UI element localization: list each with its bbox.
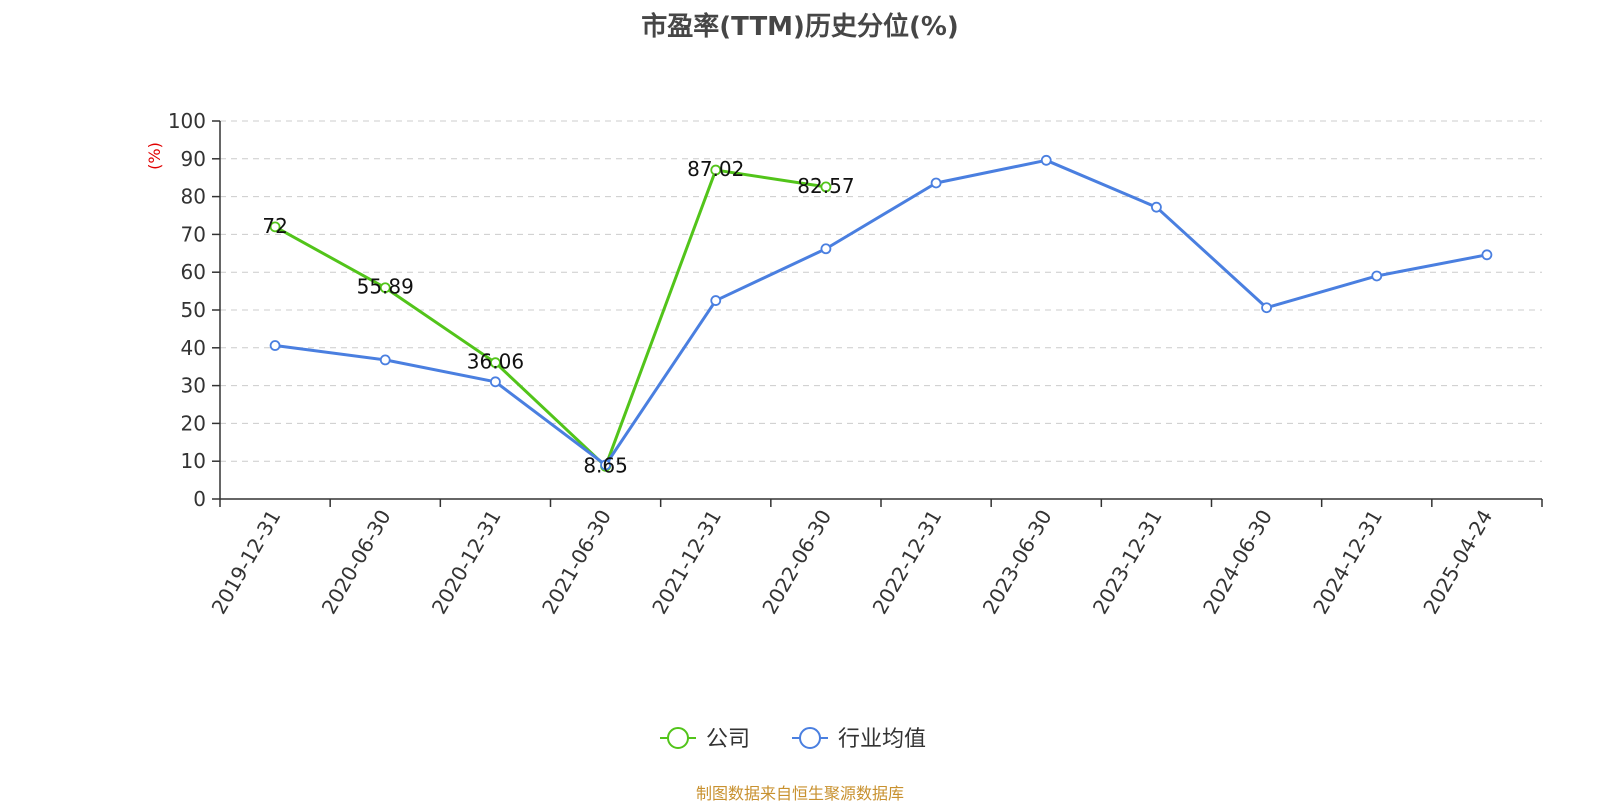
y-tick-label: 70 (181, 222, 206, 246)
data-source-note: 制图数据来自恒生聚源数据库 (695, 784, 904, 803)
y-tick-label: 0 (193, 487, 206, 511)
data-point (269, 221, 281, 233)
data-point (379, 282, 391, 294)
legend-swatch-marker (799, 727, 821, 749)
legend-label: 公司 (706, 727, 750, 752)
y-tick-label: 40 (181, 336, 206, 360)
data-point (269, 340, 281, 351)
data-point (710, 164, 722, 176)
x-tick-label: 2025-04-24 (1418, 506, 1497, 619)
data-point (820, 181, 832, 193)
data-point (820, 243, 832, 255)
x-tick-label: 2024-06-30 (1198, 506, 1277, 619)
y-tick-label: 100 (168, 109, 206, 133)
y-tick-label: 90 (181, 147, 206, 171)
axes: 0 10 20 30 40 50 60 70 80 90 100 2019-12-31 2020-06-… (168, 109, 1543, 619)
x-tick-label: 2021-12-31 (647, 506, 726, 619)
data-label: 82.57 (797, 174, 854, 198)
legend: 公司 行业均值 (660, 727, 926, 752)
y-axis-unit-label: (%) (145, 142, 164, 170)
series-line-1 (274, 158, 1488, 467)
data-point (1481, 249, 1493, 261)
grid-lines (220, 120, 1542, 462)
data-label: 72 (262, 214, 287, 238)
y-tick-label: 50 (181, 298, 206, 322)
data-point (1261, 302, 1272, 314)
y-tick-label: 10 (181, 449, 206, 473)
x-tick-label: 2022-06-30 (757, 506, 836, 619)
data-label: 87.02 (687, 157, 744, 181)
x-tick-label: 2023-06-30 (978, 506, 1057, 619)
series-line-0 (274, 168, 827, 468)
data-labels: 72 55.89 36.06 8.65 87.02 82.57 (262, 157, 854, 477)
x-tick-label: 2020-12-31 (427, 506, 506, 619)
data-point (930, 177, 942, 189)
y-tick-label: 60 (181, 260, 206, 284)
data-point (600, 459, 611, 471)
series-lines (269, 154, 1493, 472)
y-tick-label: 20 (181, 411, 206, 435)
data-point (490, 376, 501, 388)
legend-label: 行业均值 (838, 727, 926, 752)
x-tick-label: 2023-12-31 (1088, 506, 1167, 619)
x-tick-label: 2019-12-31 (207, 506, 286, 619)
y-tick-label: 80 (181, 185, 206, 209)
chart-title: 市盈率(TTM)历史分位(%) (641, 12, 959, 42)
y-tick-label: 30 (181, 374, 206, 398)
x-tick-label: 2022-12-31 (868, 506, 947, 619)
legend-swatch-marker (667, 727, 689, 749)
data-label: 8.65 (583, 453, 628, 477)
data-point (1371, 270, 1383, 282)
data-point (1151, 201, 1162, 213)
data-point (1040, 154, 1052, 166)
data-point (379, 354, 391, 366)
x-tick-label: 2020-06-30 (317, 506, 396, 619)
data-point (710, 295, 722, 306)
data-label: 55.89 (357, 275, 414, 299)
data-label: 36.06 (467, 350, 524, 374)
data-point (490, 357, 501, 369)
x-tick-label: 2021-06-30 (537, 506, 616, 619)
x-tick-label: 2024-12-31 (1308, 506, 1387, 619)
